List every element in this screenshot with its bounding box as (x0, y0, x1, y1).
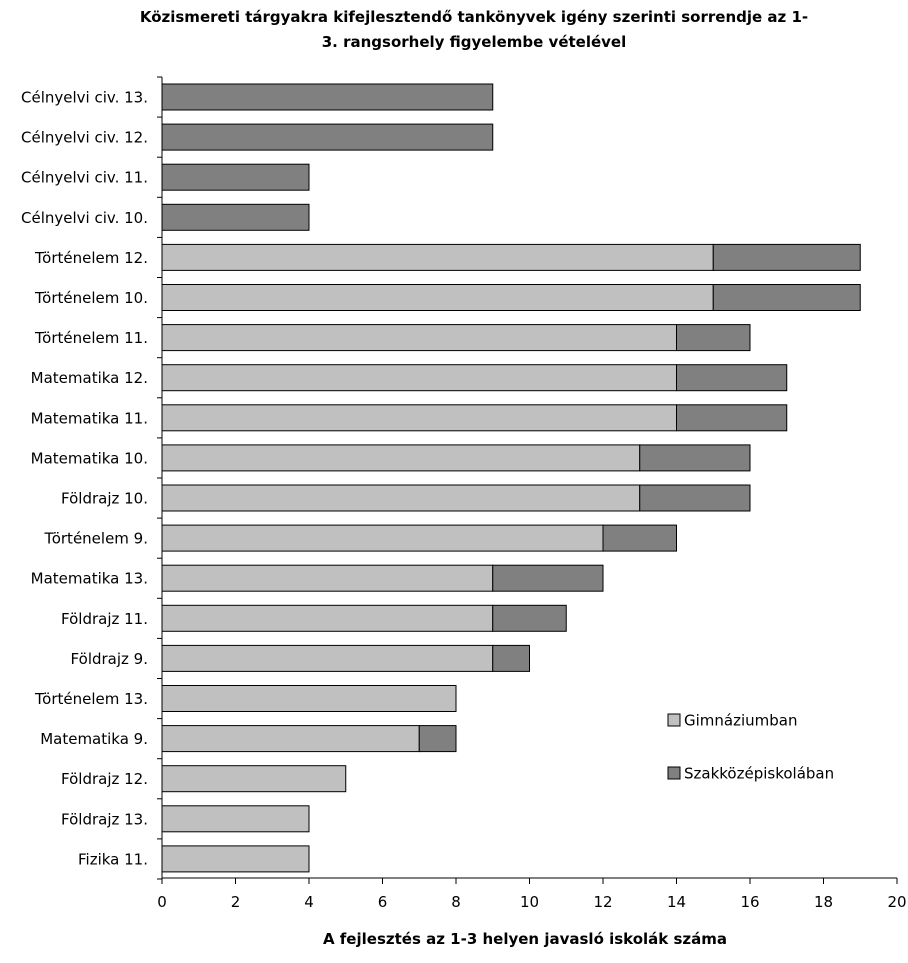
bar-segment-series-2-row-8 (676, 364, 788, 392)
bar-segment-series-1-row-13 (161, 564, 494, 592)
category-label: Célnyelvi civ. 13. (21, 89, 148, 107)
bar-segment-series-2-row-7 (676, 324, 751, 352)
x-tick-label: 10 (520, 893, 539, 911)
category-label: Célnyelvi civ. 12. (21, 129, 148, 147)
bar-segment-series-1-row-10 (161, 444, 641, 472)
category-label: Történelem 11. (34, 329, 148, 347)
x-tick-label: 4 (304, 893, 314, 911)
bar-segment-series-1-row-15 (161, 644, 494, 672)
legend: Gimnáziumban Szakközépiskolában (667, 712, 834, 783)
bar-segment-series-2-row-13 (492, 564, 604, 592)
bar-segment-series-1-row-16 (161, 685, 457, 712)
category-label: Célnyelvi civ. 11. (21, 169, 148, 187)
bar-segment-series-2-row-17 (418, 725, 457, 753)
bar-segment-series-1-row-19 (161, 805, 310, 833)
category-label: Történelem 9. (44, 530, 148, 548)
bar-segment-series-2-row-6 (712, 284, 861, 311)
bar-segment-series-1-row-18 (161, 765, 347, 793)
legend-label-series-1: Gimnáziumban (684, 712, 797, 730)
bar-segment-series-2-row-10 (639, 444, 751, 472)
chart-title-line-1: Közismereti tárgyakra kifejlesztendő tan… (140, 8, 808, 26)
bar-segment-series-2-row-9 (676, 404, 788, 432)
category-label: Matematika 12. (31, 369, 148, 387)
category-label: Matematika 13. (31, 570, 148, 588)
axes-layer (157, 76, 898, 884)
category-labels: Célnyelvi civ. 13. Célnyelvi civ. 12. Céln… (21, 89, 148, 869)
bars-layer (161, 83, 861, 873)
category-label: Földrajz 10. (61, 490, 148, 508)
bar-segment-series-1-row-9 (161, 404, 677, 432)
chart-title-line-2: 3. rangsorhely figyelembe vételével (322, 33, 627, 51)
bar-segment-series-1-row-17 (161, 725, 420, 753)
bar-segment-series-1-row-12 (161, 524, 604, 552)
category-label: Célnyelvi civ. 10. (21, 209, 148, 227)
bar-segment-series-1-row-8 (161, 364, 677, 392)
x-tick-label: 2 (231, 893, 241, 911)
category-label: Fizika 11. (78, 850, 148, 868)
x-tick-label: 20 (887, 893, 906, 911)
category-label: Történelem 13. (34, 690, 148, 708)
category-label: Matematika 9. (40, 730, 148, 748)
bar-segment-series-2-row-1 (161, 83, 494, 111)
legend-swatch-series-1 (667, 713, 681, 727)
category-label: Történelem 12. (34, 249, 148, 267)
category-label: Történelem 10. (34, 289, 148, 307)
bar-segment-series-2-row-2 (161, 123, 494, 151)
legend-label-series-2: Szakközépiskolában (684, 765, 834, 783)
bar-segment-series-2-row-11 (639, 484, 751, 512)
x-tick-labels: 0 2 4 6 8 10 12 14 16 18 20 (157, 893, 906, 911)
category-label: Matematika 10. (31, 449, 148, 467)
category-label: Földrajz 12. (61, 770, 148, 788)
category-label: Földrajz 9. (71, 650, 148, 668)
bar-segment-series-2-row-14 (492, 604, 567, 632)
bar-segment-series-2-row-3 (161, 163, 310, 191)
category-label: Földrajz 11. (61, 610, 148, 628)
bar-segment-series-1-row-14 (161, 604, 494, 632)
x-tick-label: 12 (593, 893, 612, 911)
bar-segment-series-1-row-7 (161, 324, 677, 352)
bar-segment-series-1-row-20 (161, 845, 310, 873)
bar-segment-series-2-row-4 (161, 203, 310, 231)
x-tick-label: 14 (667, 893, 686, 911)
bar-segment-series-2-row-12 (602, 524, 677, 552)
bar-segment-series-1-row-5 (161, 243, 714, 271)
bar-segment-series-1-row-11 (161, 484, 641, 512)
category-label: Matematika 11. (31, 409, 148, 427)
x-tick-label: 18 (814, 893, 833, 911)
bar-segment-series-2-row-5 (712, 243, 861, 271)
legend-swatch-series-2 (667, 766, 681, 780)
x-tick-label: 6 (378, 893, 388, 911)
x-tick-label: 0 (157, 893, 167, 911)
category-label: Földrajz 13. (61, 810, 148, 828)
bar-segment-series-2-row-15 (492, 644, 530, 672)
x-tick-label: 8 (451, 893, 461, 911)
x-tick-label: 16 (740, 893, 759, 911)
x-axis-label: A fejlesztés az 1-3 helyen javasló iskol… (323, 930, 727, 948)
bar-segment-series-1-row-6 (161, 284, 714, 311)
